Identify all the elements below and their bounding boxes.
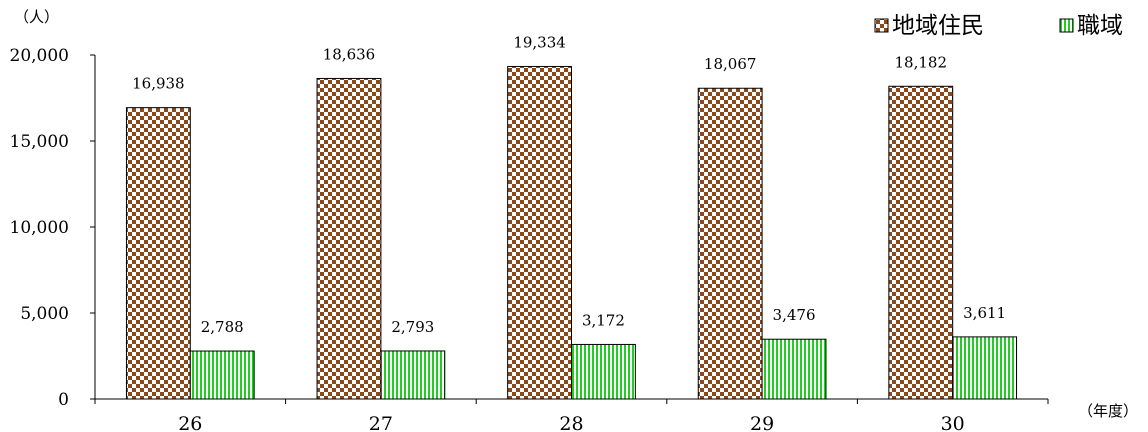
category-label-30: 30 [941,413,965,432]
data-label-series-1-28: 19,334 [513,33,566,51]
data-label-series-1-30: 18,182 [895,53,948,71]
legend: 地域住民 職域 [874,13,1123,39]
bar-series-1-26 [125,107,191,400]
data-label-series-1-26: 16,938 [132,75,185,93]
y-tick-label: 0 [58,390,69,410]
data-label-series-1-29: 18,067 [704,55,757,73]
y-ticks: 0 5,000 10,000 15,000 20,000 [10,46,95,410]
data-label-series-2-30: 3,611 [963,304,1006,322]
data-label-series-2-27: 2,793 [391,318,434,336]
y-tick-label: 10,000 [10,218,69,238]
legend-swatch-series-2 [1059,18,1074,33]
x-unit-label: （年度） [1078,402,1138,420]
y-tick-label: 5,000 [20,304,69,324]
category-label-28: 28 [559,413,583,432]
data-label-series-1-27: 18,636 [323,45,376,63]
bar-series-2-27 [380,350,446,400]
y-tick-label: 15,000 [10,132,69,152]
x-ticks [94,399,1049,404]
bar-series-1-28 [507,65,572,400]
data-labels: 16,938 2,788 18,636 2,793 19,334 3,172 18,067 3… [132,33,1006,336]
bar-series-2-26 [189,350,255,400]
bar-series-2-28 [571,343,636,400]
data-label-series-2-29: 3,476 [773,306,816,324]
category-label-26: 26 [178,413,202,432]
legend-label-series-1: 地域住民 [892,13,984,39]
category-label-27: 27 [369,413,393,432]
y-tick-label: 20,000 [10,46,69,66]
category-label-29: 29 [750,413,774,432]
legend-swatch-series-1 [874,18,889,33]
bar-series-1-30 [888,85,954,400]
bar-series-2-30 [952,336,1018,400]
bar-series-1-27 [316,77,382,400]
data-label-series-2-28: 3,172 [582,311,625,329]
legend-label-series-2: 職域 [1077,13,1123,39]
data-label-series-2-26: 2,788 [201,318,244,336]
bars [125,65,1018,400]
y-unit-label: （人） [14,8,59,26]
bar-series-1-29 [697,87,763,400]
bar-series-2-29 [761,338,827,400]
category-labels: 26 27 28 29 30 [178,413,965,432]
